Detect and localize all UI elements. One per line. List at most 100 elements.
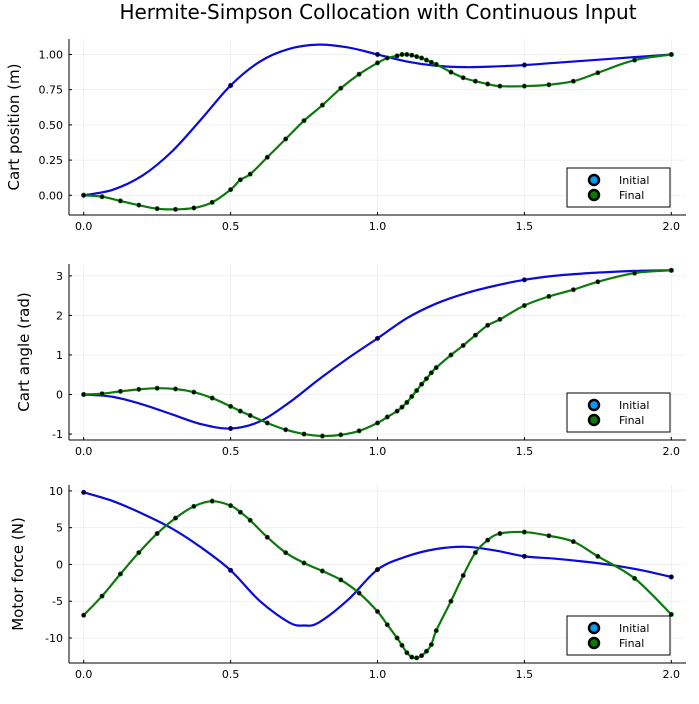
data-point-final xyxy=(404,399,410,405)
data-point-final xyxy=(356,428,362,434)
data-point-final xyxy=(428,370,434,376)
data-point-final xyxy=(117,198,123,204)
x-tick-label: 0.0 xyxy=(75,220,93,233)
data-point-final xyxy=(595,70,601,76)
data-point-final xyxy=(384,622,390,628)
data-point-initial xyxy=(374,335,380,341)
data-point-final xyxy=(154,531,160,537)
data-point-initial xyxy=(521,62,527,68)
data-point-final xyxy=(264,154,270,160)
y-tick-label: -5 xyxy=(52,595,63,608)
data-point-final xyxy=(136,386,142,392)
legend-label-initial: Initial xyxy=(619,622,649,635)
data-point-final xyxy=(237,408,243,414)
data-point-final xyxy=(428,642,434,648)
data-point-final xyxy=(81,192,87,198)
data-point-final xyxy=(632,270,638,276)
data-point-initial xyxy=(374,567,380,573)
data-point-final xyxy=(595,553,601,559)
data-point-final xyxy=(356,71,362,77)
data-point-final xyxy=(81,612,87,618)
data-point-final xyxy=(521,303,527,309)
y-tick-label: 1 xyxy=(56,349,63,362)
data-point-final xyxy=(419,653,425,659)
data-point-final xyxy=(191,205,197,211)
data-point-final xyxy=(409,654,415,660)
y-tick-label: 0.50 xyxy=(39,119,64,132)
data-point-final xyxy=(209,498,215,504)
data-point-final xyxy=(191,389,197,395)
data-point-final xyxy=(414,54,420,60)
data-point-final xyxy=(485,322,491,328)
data-point-final xyxy=(433,365,439,371)
data-point-final xyxy=(247,412,253,418)
data-point-final xyxy=(433,61,439,67)
data-point-final xyxy=(319,433,325,439)
data-point-final xyxy=(399,404,405,410)
data-point-final xyxy=(237,177,243,183)
y-tick-label: 0 xyxy=(56,389,63,402)
data-point-final xyxy=(570,287,576,293)
data-point-final xyxy=(485,81,491,87)
data-point-final xyxy=(117,388,123,394)
x-tick-label: 1.0 xyxy=(369,220,387,233)
data-point-final xyxy=(419,381,425,387)
data-point-final xyxy=(428,59,434,65)
data-point-final xyxy=(497,531,503,537)
x-tick-label: 2.0 xyxy=(663,220,681,233)
data-point-final xyxy=(497,316,503,322)
legend-marker-final xyxy=(587,636,601,650)
legend-marker-initial xyxy=(587,398,601,412)
data-point-final xyxy=(399,51,405,57)
data-point-final xyxy=(301,118,307,124)
y-axis-label: Cart angle (rad) xyxy=(15,292,33,411)
data-point-final xyxy=(209,199,215,205)
data-point-final xyxy=(423,376,429,382)
x-tick-label: 1.0 xyxy=(369,445,387,458)
legend-label-final: Final xyxy=(619,637,644,650)
data-point-final xyxy=(460,572,466,578)
legend-box xyxy=(566,392,671,433)
data-point-final xyxy=(485,537,491,543)
y-tick-label: 10 xyxy=(49,485,63,498)
x-tick-label: 1.5 xyxy=(516,668,534,681)
data-point-final xyxy=(460,342,466,348)
data-point-final xyxy=(301,431,307,437)
data-point-initial xyxy=(81,489,87,495)
data-point-final xyxy=(173,386,179,392)
data-point-final xyxy=(99,194,105,200)
legend-label-initial: Initial xyxy=(619,399,649,412)
x-tick-label: 1.0 xyxy=(369,668,387,681)
series-line-initial xyxy=(83,491,672,627)
data-point-final xyxy=(228,403,234,409)
data-point-final xyxy=(374,609,380,615)
data-point-final xyxy=(301,560,307,566)
data-point-final xyxy=(414,655,420,661)
legend-label-final: Final xyxy=(619,414,644,427)
data-point-final xyxy=(99,391,105,397)
chart-title: Hermite-Simpson Collocation with Continu… xyxy=(119,0,636,24)
data-point-final xyxy=(546,293,552,299)
data-point-final xyxy=(668,267,674,273)
data-point-final xyxy=(394,635,400,641)
data-point-final xyxy=(374,420,380,426)
data-point-initial xyxy=(668,574,674,580)
data-point-final xyxy=(433,628,439,634)
y-axis-label: Cart position (m) xyxy=(5,64,23,191)
data-point-final xyxy=(448,69,454,75)
subplot-1: 0.0 0.5 1.0 1.5 2.0 0.00 0.25 0.50 0.75 1.00 Cart … xyxy=(5,39,686,233)
data-point-final xyxy=(546,533,552,539)
data-point-final xyxy=(414,388,420,394)
legend-marker-initial xyxy=(587,173,601,187)
data-point-final xyxy=(472,78,478,84)
legend: Initial Final xyxy=(566,615,671,656)
data-point-final xyxy=(419,55,425,61)
data-point-final xyxy=(409,52,415,58)
data-point-final xyxy=(338,85,344,91)
legend-marker-final xyxy=(587,188,601,202)
subplot-3: 0.0 0.5 1.0 1.5 2.0 -10 -5 0 5 10 Motor force (N) I… xyxy=(9,485,686,681)
legend: Initial Final xyxy=(566,392,671,433)
data-point-final xyxy=(264,534,270,540)
data-point-final xyxy=(595,279,601,285)
x-tick-label: 1.5 xyxy=(516,220,534,233)
